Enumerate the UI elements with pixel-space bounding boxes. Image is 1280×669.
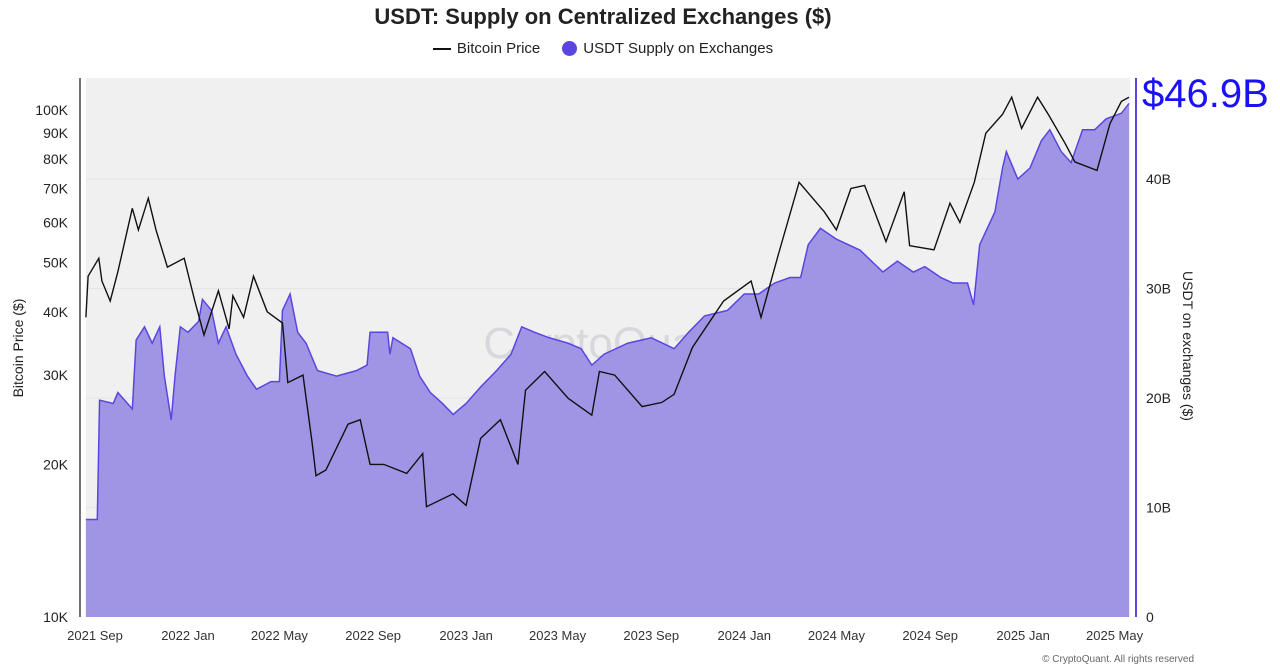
- x-tick-label: 2023 May: [529, 628, 587, 643]
- x-tick-label: 2022 Jan: [161, 628, 215, 643]
- y-left-axis-label: Bitcoin Price ($): [10, 299, 26, 398]
- copyright: © CryptoQuant. All rights reserved: [1042, 654, 1194, 665]
- line-swatch-icon: [432, 47, 451, 50]
- y-right-tick-label: 0: [1146, 609, 1154, 625]
- x-tick-label: 2022 Sep: [345, 628, 401, 643]
- x-tick-label: 2023 Jan: [439, 628, 493, 643]
- y-left-tick-label: 80K: [43, 151, 69, 167]
- usdt-supply-area: [85, 103, 1130, 617]
- y-left-tick-label: 10K: [43, 609, 69, 625]
- bitcoin-price-line: [85, 95, 1130, 508]
- x-tick-label: 2022 May: [251, 628, 309, 643]
- y-left-tick-label: 20K: [43, 456, 69, 472]
- chart-title: USDT: Supply on Centralized Exchanges ($…: [374, 4, 832, 29]
- legend-label: USDT Supply on Exchanges: [583, 40, 774, 57]
- y-left-tick-label: 50K: [43, 255, 69, 271]
- legend-item-bitcoin-price[interactable]: Bitcoin Price: [432, 40, 541, 57]
- legend-label: Bitcoin Price: [456, 40, 541, 57]
- legend-item-usdt-supply[interactable]: USDT Supply on Exchanges: [562, 40, 773, 57]
- x-tick-label: 2024 Sep: [902, 628, 958, 643]
- usdt-supply-line: [85, 102, 1130, 521]
- y-left-tick-label: 90K: [43, 125, 69, 141]
- x-tick-label: 2024 Jan: [717, 628, 771, 643]
- x-tick-label: 2025 May: [1086, 628, 1144, 643]
- legend: Bitcoin Price USDT Supply on Exchanges: [0, 40, 1206, 57]
- x-tick-label: 2024 May: [808, 628, 866, 643]
- dot-swatch-icon: [562, 41, 578, 56]
- y-right-axis-label: USDT on exchanges ($): [1180, 271, 1196, 421]
- y-left-tick-label: 30K: [43, 367, 69, 383]
- latest-value-annotation: $46.9B: [1142, 72, 1269, 116]
- x-tick-label: 2025 Jan: [996, 628, 1050, 643]
- x-tick-label: 2023 Sep: [623, 628, 679, 643]
- y-left-tick-label: 40K: [43, 304, 69, 320]
- y-left-tick-label: 60K: [43, 214, 69, 230]
- y-right-tick-label: 30B: [1146, 281, 1171, 297]
- y-right-tick-label: 40B: [1146, 171, 1171, 187]
- y-right-tick-label: 20B: [1146, 390, 1171, 406]
- y-left-tick-label: 70K: [43, 181, 69, 197]
- y-right-tick-label: 10B: [1146, 500, 1171, 516]
- y-left-tick-label: 100K: [35, 102, 68, 118]
- x-tick-label: 2021 Sep: [67, 628, 123, 643]
